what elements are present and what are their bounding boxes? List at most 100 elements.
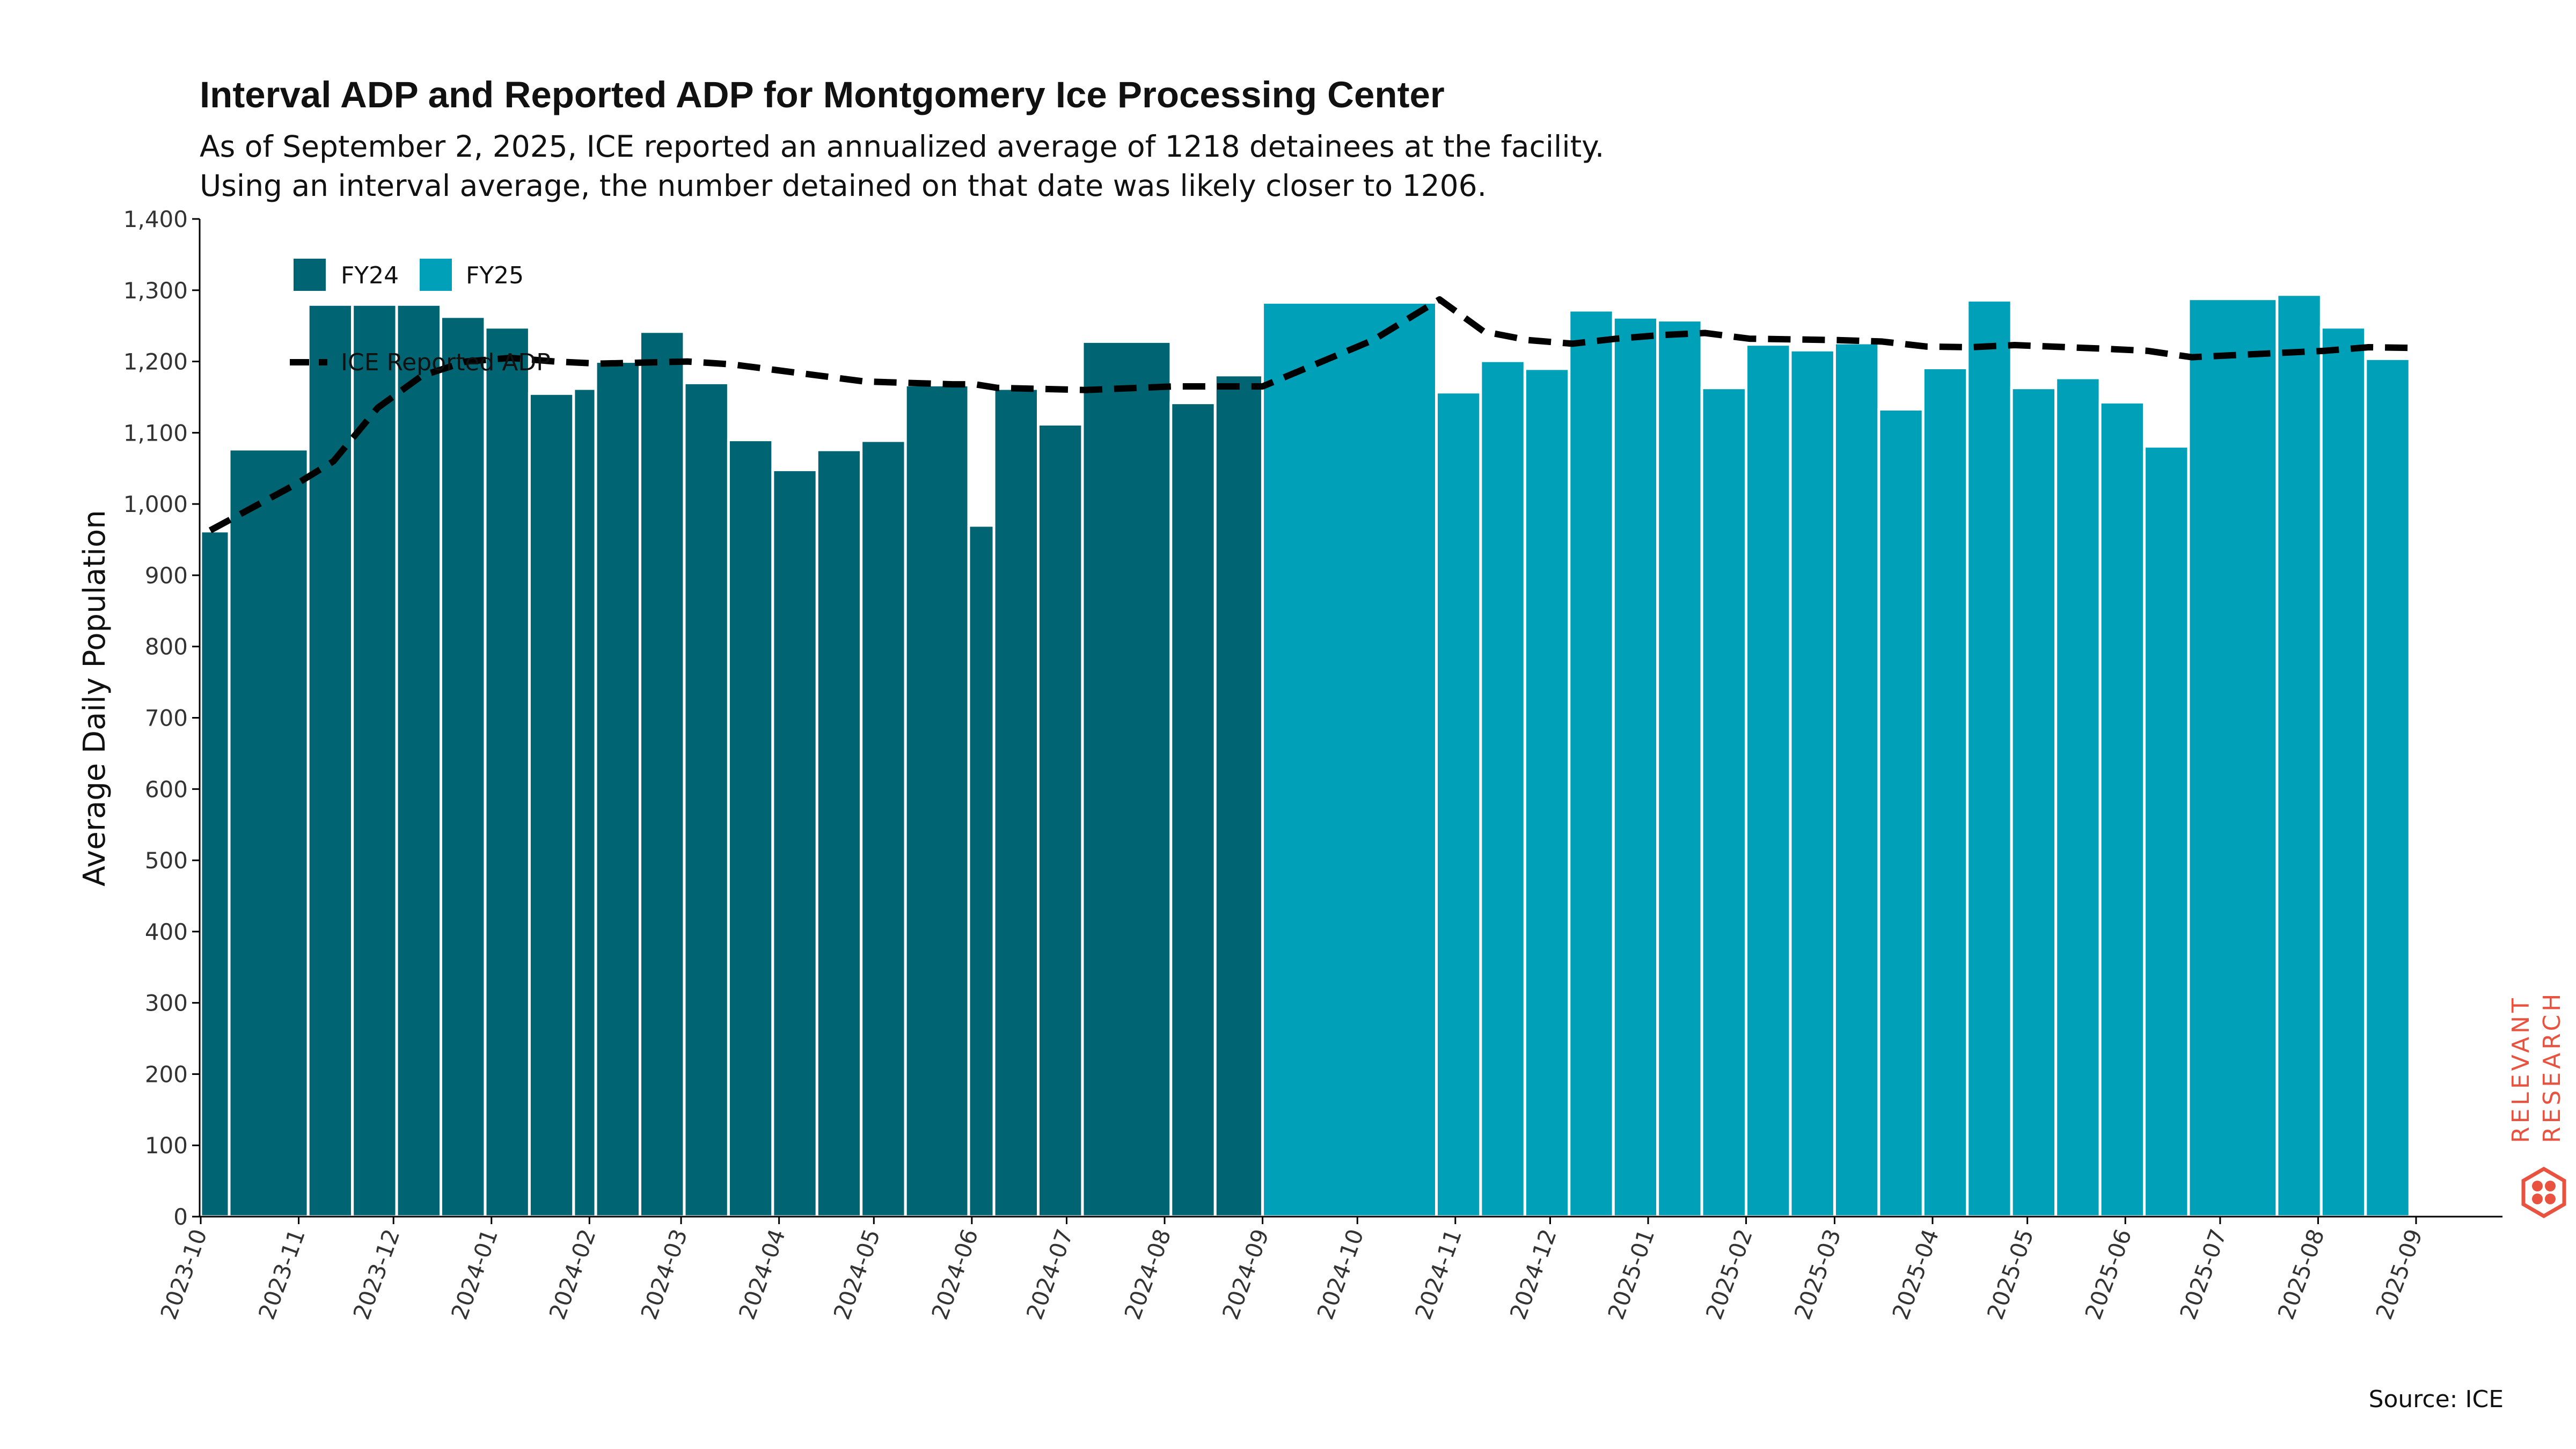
fy25-bars [1261, 293, 2411, 1218]
fy25-bar-20 [2319, 326, 2367, 1218]
fy25-bar-3 [1523, 367, 1571, 1218]
logo-word-research: RESEARCH [2538, 991, 2566, 1143]
y-tick-label: 1,000 [123, 491, 188, 517]
fy24-bars [199, 303, 1264, 1218]
x-tick-label: 2025-02 [1701, 1226, 1758, 1323]
x-tick-label: 2023-11 [253, 1226, 310, 1323]
y-axis: 0 100 200 300 400 500 600 700 800 900 1,000 1,100 1,… [123, 206, 201, 1230]
y-tick-label: 1,300 [123, 277, 188, 304]
fy25-bar-21 [2364, 357, 2411, 1218]
fy25-bar-12 [1921, 367, 1969, 1218]
x-tick-label: 2024-02 [544, 1226, 601, 1323]
x-tick-label: 2024-10 [1312, 1226, 1369, 1323]
fy25-bar-2 [1479, 359, 1526, 1218]
x-tick-label: 2025-08 [2273, 1226, 2330, 1323]
x-tick-label: 2025-07 [2175, 1226, 2231, 1323]
fy25-bar-15 [2054, 376, 2102, 1218]
x-tick-label: 2024-11 [1410, 1226, 1467, 1323]
legend-swatch-fy24 [294, 259, 326, 291]
logo-word-relevant: RELEVANT [2507, 995, 2535, 1143]
y-tick-label: 200 [145, 1061, 188, 1087]
legend-label-fy24: FY24 [341, 262, 399, 289]
chart-subtitle-line-2: Using an interval average, the number de… [200, 169, 1487, 203]
fy25-bar-19 [2275, 293, 2323, 1218]
fy25-bar-17 [2143, 445, 2190, 1218]
y-tick-label: 1,100 [123, 420, 188, 446]
y-tick-label: 100 [145, 1132, 188, 1159]
y-tick-label: 0 [173, 1204, 188, 1230]
source-note: Source: ICE [2369, 1386, 2504, 1413]
y-tick-label: 900 [145, 562, 188, 589]
legend-label-fy25: FY25 [466, 262, 524, 289]
fy24-bar-4 [395, 303, 442, 1218]
fy25-bar-18 [2187, 297, 2279, 1218]
fy24-bar-6 [484, 326, 531, 1218]
x-tick-label: 2025-09 [2370, 1226, 2427, 1323]
x-tick-label: 2025-01 [1602, 1226, 1659, 1323]
relevant-research-logo: RELEVANT RESEARCH [2507, 991, 2566, 1219]
fy25-bar-5 [1612, 316, 1659, 1218]
fy24-bar-16 [904, 383, 970, 1218]
x-tick-label: 2025-05 [1982, 1226, 2039, 1323]
y-tick-label: 1,400 [123, 206, 188, 232]
x-tick-label: 2024-12 [1505, 1226, 1562, 1323]
x-tick-label: 2024-07 [1021, 1226, 1078, 1323]
x-tick-label: 2024-05 [829, 1226, 885, 1323]
fy24-bar-2 [306, 303, 354, 1218]
fy24-bar-0 [199, 530, 231, 1218]
x-tick-label: 2024-01 [446, 1226, 503, 1323]
chart-subtitle-line-1: As of September 2, 2025, ICE reported an… [200, 129, 1604, 164]
legend: FY24 FY25 ICE Reported ADP [290, 259, 551, 376]
fy24-bar-15 [860, 439, 907, 1218]
fy25-bar-6 [1656, 319, 1703, 1218]
y-tick-label: 600 [145, 776, 188, 802]
y-tick-label: 700 [145, 705, 188, 731]
fy24-bar-12 [727, 438, 774, 1218]
fy25-bar-8 [1745, 343, 1792, 1218]
y-tick-label: 400 [145, 919, 188, 945]
x-tick-label: 2024-09 [1217, 1226, 1274, 1323]
reported-adp-line [208, 296, 2413, 533]
fy25-bar-1 [1435, 391, 1482, 1218]
fy24-bar-19 [1037, 422, 1084, 1218]
y-tick-label: 300 [145, 990, 188, 1016]
x-tick-label: 2025-04 [1887, 1226, 1944, 1323]
fy25-bar-0 [1261, 301, 1438, 1218]
fy24-bar-22 [1213, 374, 1264, 1218]
fy24-bar-5 [440, 315, 487, 1218]
logo-hex-icon [2521, 1166, 2566, 1219]
fy24-bar-8 [572, 387, 597, 1218]
x-tick-label: 2024-08 [1119, 1226, 1176, 1323]
fy25-bar-4 [1568, 309, 1615, 1218]
fy24-bar-20 [1081, 340, 1173, 1218]
fy24-bar-3 [351, 303, 398, 1218]
fy25-bar-7 [1700, 386, 1748, 1218]
fy24-bar-10 [639, 330, 686, 1218]
fy24-bar-11 [683, 381, 730, 1218]
fy24-bar-13 [771, 468, 818, 1218]
fy24-bar-14 [815, 448, 863, 1218]
fy25-bar-10 [1833, 341, 1880, 1218]
y-tick-label: 1,200 [123, 349, 188, 375]
x-tick-label: 2023-12 [348, 1226, 405, 1323]
fy24-bar-9 [594, 360, 641, 1218]
fy25-bar-14 [2010, 386, 2058, 1218]
fy25-bar-11 [1877, 408, 1924, 1218]
legend-label-reported-adp: ICE Reported ADP [341, 349, 551, 376]
x-tick-label: 2024-04 [734, 1226, 791, 1323]
y-tick-label: 800 [145, 634, 188, 660]
fy25-bar-13 [1966, 298, 2013, 1218]
fy24-bar-1 [228, 448, 310, 1218]
reported-adp-line-group [208, 296, 2413, 533]
x-tick-label: 2025-03 [1789, 1226, 1846, 1323]
legend-swatch-fy25 [420, 259, 452, 291]
fy24-bar-17 [967, 524, 996, 1218]
x-tick-label: 2025-06 [2080, 1226, 2137, 1323]
fy25-bar-16 [2098, 400, 2146, 1218]
fy24-bar-18 [992, 387, 1040, 1218]
x-axis: 2023-10 2023-11 2023-12 2024-01 2024-02 2024-… [155, 1216, 2502, 1323]
y-tick-label: 500 [145, 847, 188, 874]
fy24-bar-7 [528, 392, 575, 1218]
x-tick-label: 2024-03 [635, 1226, 692, 1323]
